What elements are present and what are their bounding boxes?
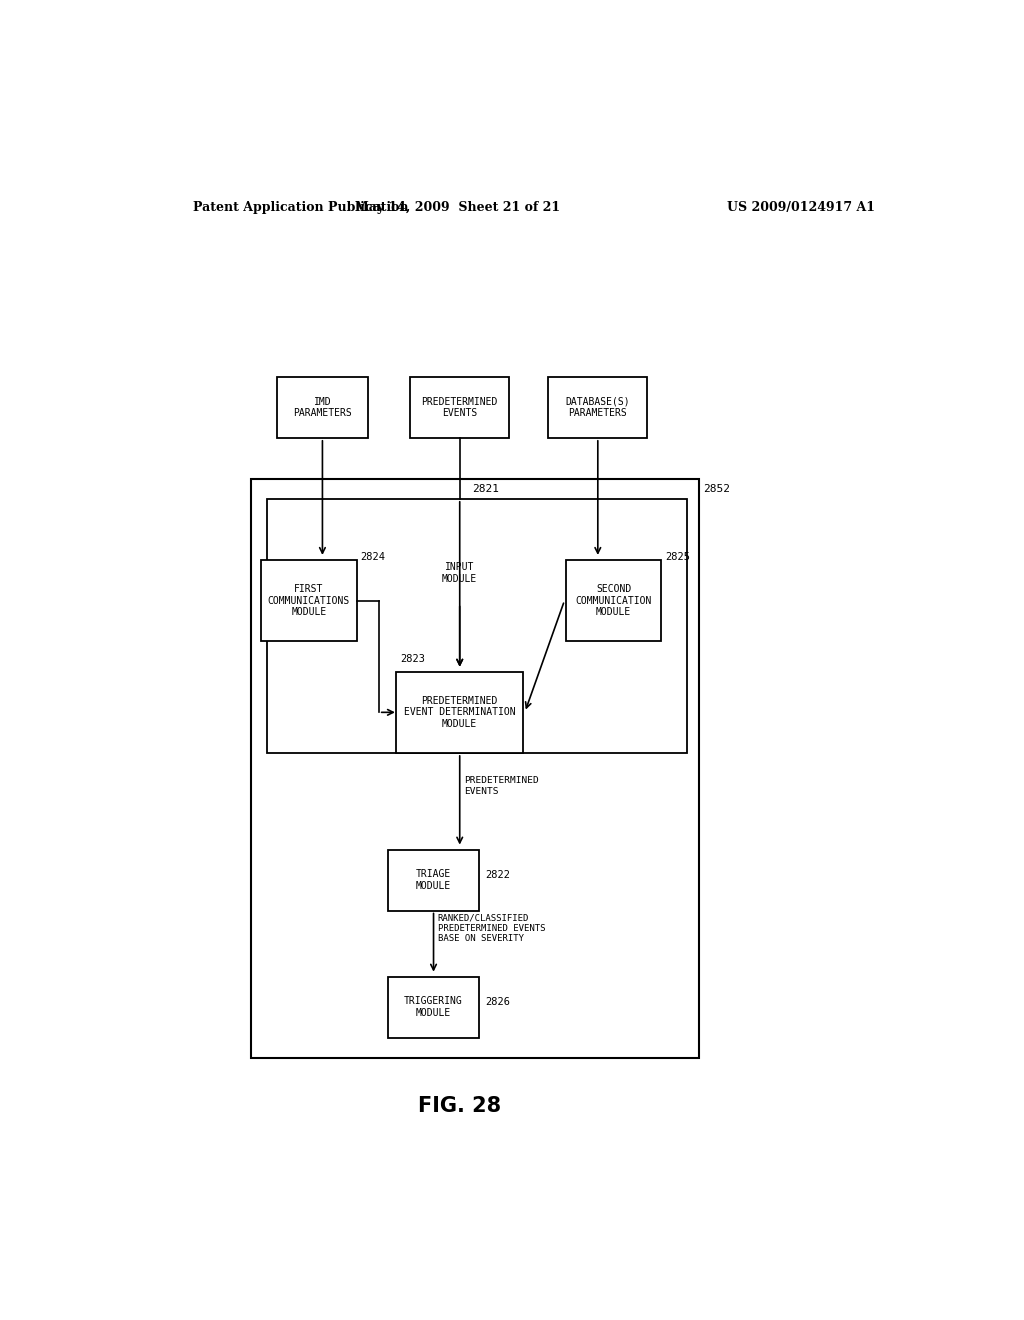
Text: 2821: 2821 [472,484,499,494]
Text: 2822: 2822 [485,870,511,880]
Text: PREDETERMINED
EVENT DETERMINATION
MODULE: PREDETERMINED EVENT DETERMINATION MODULE [403,696,515,729]
Bar [388,977,479,1038]
Text: 2824: 2824 [360,552,385,562]
Bar [276,378,368,438]
Text: 2825: 2825 [666,552,690,562]
Bar [566,560,662,642]
Text: FIRST
COMMUNICATIONS
MODULE: FIRST COMMUNICATIONS MODULE [268,583,350,618]
Text: 2823: 2823 [400,653,425,664]
Text: INPUT
MODULE: INPUT MODULE [442,562,477,583]
Bar [388,850,479,911]
Bar [251,479,699,1057]
Text: US 2009/0124917 A1: US 2009/0124917 A1 [727,201,876,214]
Text: PREDETERMINED
EVENTS: PREDETERMINED EVENTS [422,396,498,418]
Bar [411,378,509,438]
Text: 2826: 2826 [485,997,511,1007]
Text: TRIGGERING
MODULE: TRIGGERING MODULE [404,997,463,1018]
Text: IMD
PARAMETERS: IMD PARAMETERS [293,396,352,418]
Bar [396,672,523,752]
Text: TRIAGE
MODULE: TRIAGE MODULE [416,870,452,891]
Text: DATABASE(S)
PARAMETERS: DATABASE(S) PARAMETERS [565,396,630,418]
Text: PREDETERMINED
EVENTS: PREDETERMINED EVENTS [464,776,539,796]
Text: 2852: 2852 [703,483,730,494]
Text: Patent Application Publication: Patent Application Publication [194,201,409,214]
Text: RANKED/CLASSIFIED
PREDETERMINED EVENTS
BASE ON SEVERITY: RANKED/CLASSIFIED PREDETERMINED EVENTS B… [437,913,545,944]
Text: May 14, 2009  Sheet 21 of 21: May 14, 2009 Sheet 21 of 21 [354,201,560,214]
Bar [261,560,356,642]
Bar [267,499,687,752]
Text: SECOND
COMMUNICATION
MODULE: SECOND COMMUNICATION MODULE [575,583,652,618]
Bar [548,378,647,438]
Text: FIG. 28: FIG. 28 [418,1096,502,1115]
